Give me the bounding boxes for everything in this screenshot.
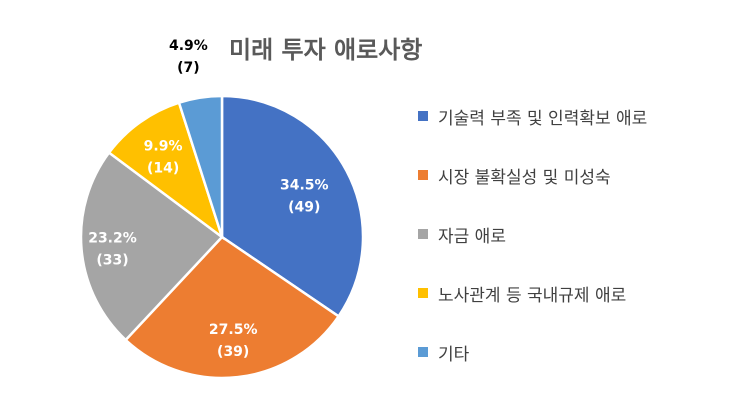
legend-item: 기타 <box>418 340 647 365</box>
pie-slice-3 <box>79 150 224 342</box>
pie-slice-4 <box>107 101 225 241</box>
slice-count-label: (14) <box>147 160 179 176</box>
slice-count-label: (39) <box>217 344 249 360</box>
slice-count-label: (33) <box>96 253 128 269</box>
slice-percent-label: 9.9% <box>144 138 183 154</box>
legend-label: 기타 <box>438 344 470 365</box>
legend-label: 기술력 부족 및 인력확보 애로 <box>438 108 648 129</box>
legend-swatch <box>418 288 428 298</box>
legend-item: 시장 불확실성 및 미성숙 <box>418 163 647 188</box>
legend-item: 자금 애로 <box>418 222 647 247</box>
slice-percent-label: 27.5% <box>209 322 258 338</box>
legend-item: 기술력 부족 및 인력확보 애로 <box>418 104 648 129</box>
slice-count-label: (7) <box>177 60 200 76</box>
pie-slice-1 <box>220 94 365 319</box>
legend-swatch <box>418 170 428 180</box>
legend-item: 노사관계 등 국내규제 애로 <box>418 281 647 306</box>
slice-percent-label: 23.2% <box>88 231 137 247</box>
pie-slice-5 <box>177 94 224 238</box>
legend-swatch <box>418 229 428 239</box>
legend-label: 자금 애로 <box>438 226 506 247</box>
legend-label: 노사관계 등 국내규제 애로 <box>438 285 627 306</box>
pie-slice-2 <box>123 235 341 380</box>
legend-swatch <box>418 111 428 121</box>
slice-percent-label: 4.9% <box>169 38 208 54</box>
legend-label: 시장 불확실성 및 미성숙 <box>438 167 611 188</box>
chart-title: 미래 투자 애로사항 <box>229 36 423 64</box>
slice-percent-label: 34.5% <box>280 178 329 194</box>
legend-swatch <box>418 347 428 357</box>
slice-count-label: (49) <box>288 200 320 216</box>
